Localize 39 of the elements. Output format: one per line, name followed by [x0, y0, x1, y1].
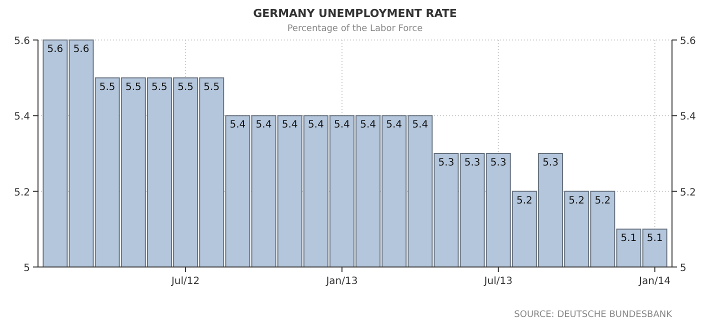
source-note: SOURCE: DEUTSCHE BUNDESBANK: [514, 310, 674, 320]
data-label: 5.4: [230, 120, 246, 131]
data-label: 5.3: [542, 158, 558, 168]
y2-tick-label: 5.6: [680, 36, 696, 47]
data-label: 5.4: [386, 120, 402, 131]
data-label: 5.4: [256, 120, 272, 131]
x-tick-label: Jul/12: [170, 276, 200, 287]
data-label: 5.1: [620, 233, 637, 244]
chart-subtitle: Percentage of the Labor Force: [287, 24, 424, 34]
y2-tick-label: 5.2: [680, 187, 696, 198]
data-label: 5.4: [412, 120, 428, 131]
data-label: 5.4: [282, 120, 298, 131]
y-tick-label: 5: [24, 263, 30, 274]
data-label: 5.1: [646, 233, 663, 244]
y2-tick-label: 5: [680, 263, 686, 274]
data-label: 5.2: [594, 195, 611, 206]
y-tick-label: 5.6: [14, 36, 30, 47]
y2-tick-label: 5.4: [680, 112, 696, 123]
data-label: 5.3: [464, 158, 480, 168]
data-label: 5.3: [490, 158, 506, 168]
data-label: 5.6: [47, 44, 64, 55]
data-label: 5.6: [73, 44, 90, 55]
data-label: 5.5: [152, 82, 168, 93]
data-label: 5.4: [308, 120, 324, 131]
data-label: 5.5: [204, 82, 220, 93]
x-tick-label: Jan/13: [325, 276, 358, 287]
x-tick-label: Jul/13: [483, 276, 512, 287]
data-label: 5.4: [360, 120, 376, 131]
x-tick-label: Jan/14: [638, 276, 671, 287]
data-label: 5.2: [516, 195, 532, 206]
y-tick-label: 5.4: [14, 112, 30, 123]
data-label: 5.2: [568, 195, 585, 206]
y-tick-label: 5.2: [14, 187, 30, 198]
data-label: 5.5: [178, 82, 194, 93]
data-label: 5.5: [99, 82, 116, 93]
chart-title: GERMANY UNEMPLOYMENT RATE: [253, 7, 457, 20]
data-label: 5.4: [334, 120, 350, 131]
data-label: 5.3: [438, 158, 454, 168]
data-label: 5.5: [125, 82, 142, 93]
